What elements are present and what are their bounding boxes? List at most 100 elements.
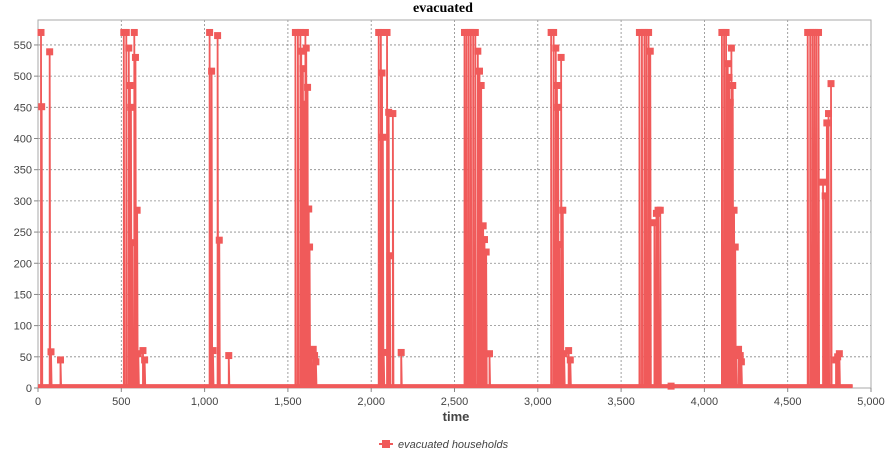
data-point — [485, 350, 493, 358]
data-point — [732, 350, 740, 358]
y-tick-label: 50 — [20, 352, 32, 364]
data-point — [667, 382, 675, 390]
axes: 0 50 100 150 200 250 300 350 400 450 500 550 0 500 1,0… — [14, 19, 885, 408]
series-line — [38, 32, 853, 388]
data-point — [650, 219, 658, 227]
data-point — [378, 69, 386, 77]
x-tick-label: 0 — [35, 396, 41, 408]
data-point — [225, 352, 233, 360]
data-point — [299, 65, 307, 73]
data-point — [819, 178, 827, 186]
data-point — [656, 206, 664, 214]
data-point — [827, 80, 835, 88]
data-point — [309, 345, 317, 353]
data-point — [134, 350, 142, 358]
x-axis-label: time — [443, 409, 470, 424]
x-tick-label: 3,000 — [524, 396, 552, 408]
data-point — [46, 48, 54, 56]
data-point — [56, 356, 64, 364]
data-point — [731, 243, 739, 251]
y-tick-label: 100 — [14, 321, 32, 333]
data-point — [722, 28, 730, 36]
y-tick-label: 400 — [14, 134, 32, 146]
x-tick-label: 1,500 — [274, 396, 302, 408]
y-tick-label: 200 — [14, 258, 32, 270]
data-point — [305, 205, 313, 213]
data-point — [474, 47, 482, 55]
data-point — [379, 133, 387, 141]
data-point — [737, 358, 745, 366]
legend-label: evacuated households — [398, 439, 509, 451]
data-point — [301, 28, 309, 36]
data-point — [122, 28, 130, 36]
data-point — [214, 32, 222, 40]
data-point — [730, 206, 738, 214]
data-point — [383, 28, 391, 36]
grid — [38, 20, 871, 388]
x-tick-label: 500 — [112, 396, 130, 408]
data-point — [37, 28, 45, 36]
data-point — [553, 81, 561, 89]
data-point — [559, 206, 567, 214]
data-point — [208, 67, 216, 75]
data-point — [554, 103, 562, 111]
y-tick-label: 0 — [26, 383, 32, 395]
data-point — [215, 236, 223, 244]
data-point — [565, 347, 573, 355]
y-tick-label: 450 — [14, 102, 32, 114]
data-point — [141, 356, 149, 364]
data-point — [560, 350, 568, 358]
data-point — [724, 60, 732, 68]
data-point — [47, 348, 55, 356]
data-point — [835, 350, 843, 358]
y-tick-label: 550 — [14, 40, 32, 52]
legend-marker-swatch — [382, 440, 390, 448]
data-point — [377, 28, 385, 36]
data-point — [726, 98, 734, 106]
y-tick-label: 150 — [14, 289, 32, 301]
data-point — [397, 348, 405, 356]
data-point — [297, 47, 305, 55]
data-point — [552, 44, 560, 52]
series-evacuated-households — [37, 28, 853, 390]
data-point — [479, 222, 487, 230]
data-point — [209, 347, 217, 355]
data-point — [311, 352, 319, 360]
data-point — [815, 28, 823, 36]
data-point — [555, 241, 563, 249]
data-point — [125, 44, 133, 52]
data-point — [302, 44, 310, 52]
data-point — [557, 53, 565, 61]
data-point — [304, 83, 312, 91]
data-point — [823, 119, 831, 127]
data-point — [566, 356, 574, 364]
x-tick-label: 2,000 — [357, 396, 385, 408]
y-tick-label: 250 — [14, 227, 32, 239]
y-tick-label: 500 — [14, 71, 32, 83]
x-tick-label: 2,500 — [441, 396, 469, 408]
data-point — [729, 81, 737, 89]
data-point — [386, 252, 394, 260]
data-point — [736, 352, 744, 360]
data-point — [477, 81, 485, 89]
y-tick-label: 300 — [14, 196, 32, 208]
chart-title: evacuated — [413, 1, 473, 16]
data-point — [825, 110, 833, 118]
data-point — [38, 103, 46, 111]
data-point — [127, 103, 135, 111]
data-point — [126, 81, 134, 89]
data-point — [821, 192, 829, 200]
data-point — [389, 110, 397, 118]
data-point — [312, 358, 320, 366]
data-point — [380, 348, 388, 356]
data-point — [300, 100, 308, 108]
x-tick-label: 5,000 — [857, 396, 885, 408]
x-tick-label: 1,000 — [191, 396, 219, 408]
data-point — [480, 236, 488, 244]
legend: evacuated households — [379, 439, 509, 451]
data-point — [131, 53, 139, 61]
data-point — [385, 108, 393, 116]
data-point — [306, 243, 314, 251]
data-point — [725, 73, 733, 81]
